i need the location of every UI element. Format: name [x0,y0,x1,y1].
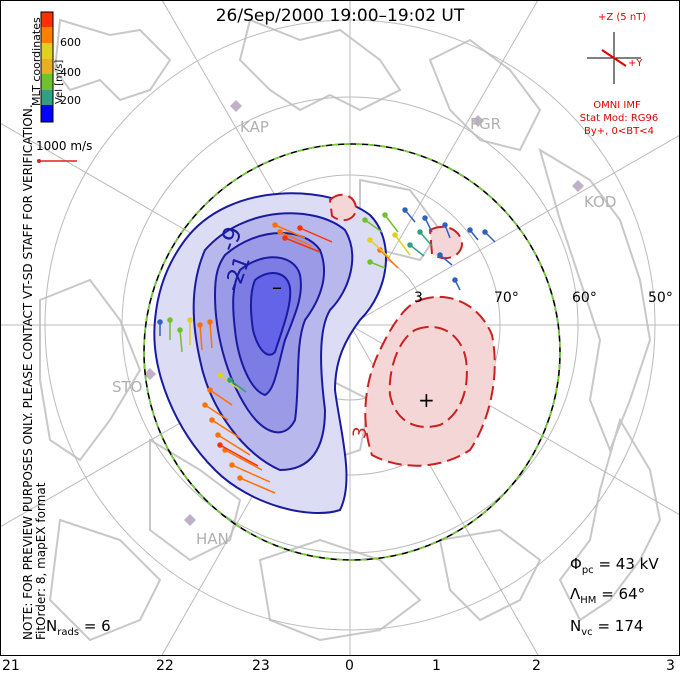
map-title: 26/Sep/2000 19:00–19:02 UT [215,6,465,26]
stat-subscript: rads [57,627,80,638]
mlt-hour-label: 21 [2,658,20,674]
station-label: HAN [196,530,229,548]
station-label: KAP [240,118,269,136]
latitude-label: 60° [572,290,597,306]
velocity-scale-bar [37,159,77,163]
mlt-hour-label: 1 [432,658,441,674]
positive-potential-cell [328,193,496,467]
imf-model: Stat Mod: RG96 [579,113,659,124]
station-label: STO [112,378,143,396]
max-marker: + [418,388,435,412]
velocity-vectors [157,207,496,494]
stat-value: = 43 kV [598,555,659,573]
stat-value: = 174 [597,617,644,635]
mlt-hour-label: 3 [666,658,675,674]
stat-lambda-hm: ΛHM = 64° [570,585,645,606]
stat-symbol: N [570,617,582,635]
stat-symbol: N [46,617,58,635]
station-label: KOD [584,193,617,211]
stat-subscript: HM [580,595,597,606]
imf-clock [587,32,641,84]
imf-bz-label: +Z (5 nT) [598,12,647,23]
velocity-scale-label: 1000 m/s [36,139,93,153]
latitude-label: 70° [494,290,519,306]
colorbar-tick: 600 [60,36,81,49]
stat-subscript: vc [581,627,593,638]
stat-n-rads: Nrads = 6 [46,617,111,638]
mlt-hour-label: 22 [156,658,174,674]
mlt-hour-label: 23 [252,658,270,674]
stat-value: = 64° [601,585,646,603]
mlt-hour-label: 2 [532,658,541,674]
negative-potential-cell [153,192,387,514]
imf-by-label: +Y [628,58,643,69]
heppner-maynard-boundary-dashes [143,143,561,561]
colorbar [40,11,54,123]
imf-condition: By+, 0<BT<4 [584,126,654,137]
latitude-label: 50° [648,290,673,306]
contour-label: 3 [349,425,372,440]
stat-subscript: pc [581,565,594,576]
stat-symbol: Λ [570,585,581,603]
preview-note-line2: FitOrder: 8, mapEX format [34,482,48,640]
mlt-hour-label: 0 [345,658,354,674]
min-marker: – [272,275,282,299]
imf-source: OMNI IMF [593,100,641,111]
stat-n-vc: Nvc = 174 [570,617,643,638]
contour-label: 3 [414,290,423,306]
preview-note: NOTE: FOR PREVIEW PURPOSES ONLY. PLEASE … [21,104,48,640]
mlt-coordinates-label: MLT coordinates [30,17,43,106]
station-label: PGR [470,115,502,133]
colorbar-tick: 200 [60,94,81,107]
stat-phi-pc: Φpc = 43 kV [570,555,659,576]
stat-value: = 6 [83,617,111,635]
colorbar-tick: 400 [60,66,81,79]
station-markers [144,100,584,526]
stat-symbol: Φ [570,555,582,573]
